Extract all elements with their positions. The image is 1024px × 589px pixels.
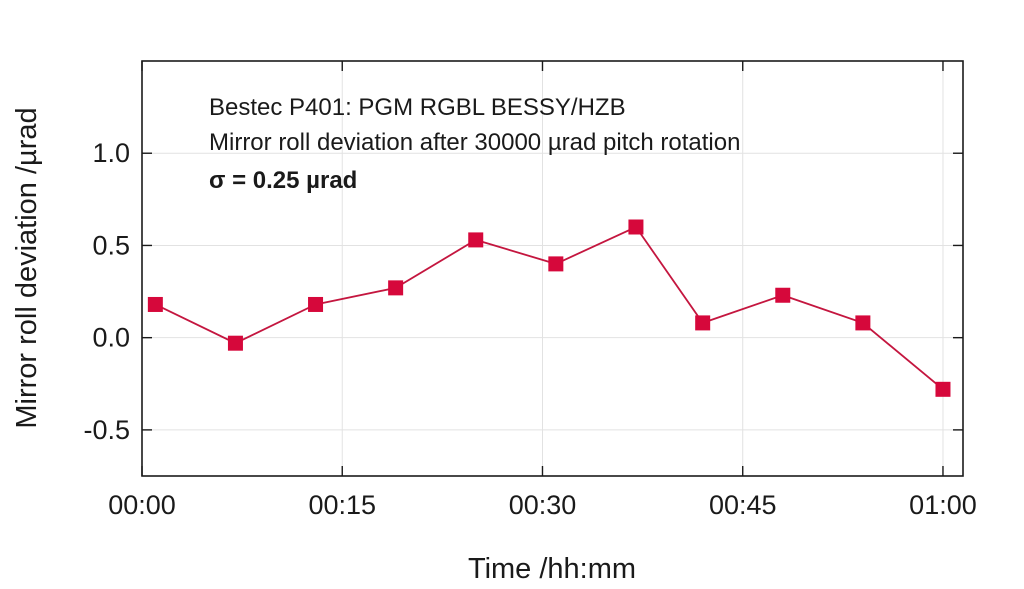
x-tick-label: 01:00 (909, 490, 977, 520)
series-line (154, 225, 944, 391)
data-point (548, 256, 564, 272)
data-point (227, 335, 243, 351)
x-axis-title: Time /hh:mm (468, 553, 636, 585)
data-point (468, 232, 484, 248)
data-point (935, 381, 951, 397)
y-tick-label: 0.5 (92, 230, 130, 260)
y-tick-label: 0.0 (92, 323, 130, 353)
data-point (855, 315, 871, 331)
x-tick-label: 00:00 (108, 490, 176, 520)
x-tick-label: 00:15 (308, 490, 376, 520)
x-tick-label: 00:30 (509, 490, 577, 520)
y-axis-title: Mirror roll deviation /µrad (11, 107, 43, 428)
data-point (695, 315, 711, 331)
annotation-sigma: σ = 0.25 µrad (209, 167, 357, 194)
data-point (308, 296, 324, 312)
data-point (147, 296, 163, 312)
data-point (775, 287, 791, 303)
plot-frame (141, 60, 964, 477)
annotation-subtitle: Mirror roll deviation after 30000 µrad p… (209, 129, 740, 156)
annotation-title: Bestec P401: PGM RGBL BESSY/HZB (209, 94, 626, 121)
data-point (628, 219, 644, 235)
axis-ticks (141, 61, 963, 476)
y-tick-label: 1.0 (92, 138, 130, 168)
grid (141, 61, 963, 476)
tick-labels: 00:00 00:15 00:30 00:45 01:00 -0.5 0.0 0.5 1.0 (83, 138, 976, 520)
series (147, 219, 951, 397)
y-tick-label: -0.5 (83, 415, 130, 445)
data-point (388, 280, 404, 296)
x-tick-label: 00:45 (709, 490, 777, 520)
